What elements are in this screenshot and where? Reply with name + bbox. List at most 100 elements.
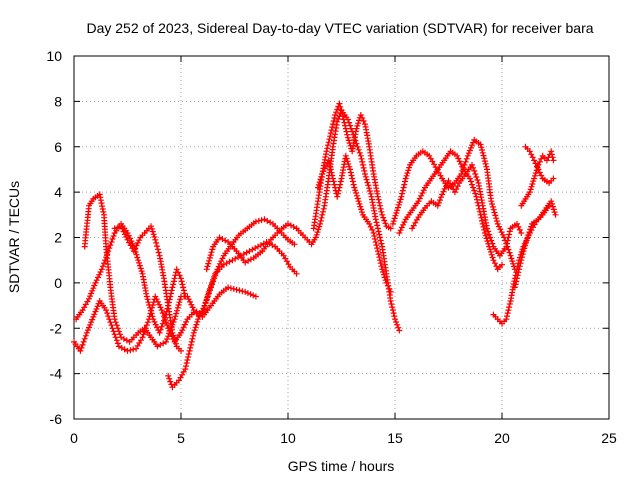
data-point [377, 205, 384, 212]
data-point [480, 223, 487, 230]
data-point [137, 265, 144, 272]
y-axis-label: SDTVAR / TECUs [6, 181, 22, 293]
data-point [356, 149, 363, 156]
data-point [121, 231, 128, 238]
data-point [348, 125, 355, 132]
data-point [392, 212, 399, 219]
data-point [405, 167, 412, 174]
data-point [105, 248, 112, 255]
data-point [493, 263, 500, 270]
data-point [318, 173, 325, 180]
data-point [195, 316, 202, 323]
data-point [150, 231, 157, 238]
data-point [456, 158, 463, 165]
data-point [133, 242, 140, 249]
data-point [209, 246, 216, 253]
data-point [320, 205, 327, 212]
data-point [178, 329, 184, 336]
data-point [216, 260, 223, 267]
data-point [492, 212, 499, 219]
data-point [472, 171, 479, 177]
data-point [171, 316, 178, 323]
data-point [149, 228, 156, 235]
data-point [106, 316, 113, 323]
data-point [324, 142, 331, 149]
data-point [233, 286, 240, 293]
data-point [551, 209, 558, 216]
data-point [355, 146, 362, 153]
data-point [394, 321, 401, 328]
data-point [380, 269, 386, 275]
data-point [363, 176, 370, 183]
data-point [293, 270, 300, 277]
data-point [488, 237, 495, 244]
data-point [530, 178, 537, 185]
data-point [170, 278, 177, 285]
data-point [321, 165, 328, 172]
data-point [478, 144, 485, 151]
data-point [375, 228, 382, 235]
data-point [503, 316, 510, 323]
data-point [205, 260, 212, 267]
data-point [468, 178, 474, 185]
data-point [531, 157, 538, 164]
data-point [550, 175, 557, 182]
data-point [144, 296, 151, 303]
data-point [165, 333, 172, 340]
data-point [549, 154, 556, 161]
series-sat-b [81, 191, 300, 350]
data-point [208, 284, 214, 291]
data-point [134, 254, 141, 261]
data-point [86, 324, 92, 331]
data-point [399, 187, 406, 194]
data-point [355, 198, 362, 205]
data-point [391, 313, 398, 320]
data-point [333, 109, 340, 116]
data-point [455, 155, 462, 162]
data-point [153, 296, 160, 303]
data-point [504, 310, 511, 317]
data-point [190, 332, 197, 339]
data-point [367, 190, 374, 197]
grid-lines [74, 56, 609, 419]
data-point [518, 230, 525, 236]
data-point [373, 219, 380, 226]
y-tick-label: 2 [54, 230, 62, 246]
data-point [146, 302, 153, 308]
data-point [119, 225, 126, 232]
data-point [479, 220, 486, 227]
series-sat-n [518, 148, 557, 209]
chart-title: Day 252 of 2023, Sidereal Day-to-day VTE… [86, 20, 593, 36]
axis-ticks [73, 55, 610, 420]
data-point [396, 230, 403, 236]
data-point [77, 347, 84, 354]
data-point [320, 208, 326, 215]
data-point [110, 328, 117, 335]
data-point [317, 220, 324, 227]
data-point [206, 254, 213, 261]
data-point [528, 183, 535, 190]
data-point [175, 302, 182, 308]
data-point [360, 118, 367, 124]
data-point [345, 137, 352, 144]
data-point [366, 185, 373, 192]
data-point [342, 152, 349, 159]
data-point [372, 236, 378, 242]
data-point [152, 236, 159, 243]
data-point [526, 189, 533, 196]
data-point [96, 191, 103, 198]
data-point [98, 266, 105, 273]
data-point [329, 124, 336, 131]
data-point [400, 184, 407, 191]
data-point [481, 158, 488, 165]
data-point [164, 336, 171, 342]
data-point [420, 187, 427, 194]
data-point [505, 234, 512, 241]
data-point [328, 127, 335, 134]
series-sat-e [165, 216, 298, 391]
data-point [524, 234, 531, 241]
data-point [112, 319, 119, 326]
data-point [400, 221, 407, 228]
data-point [160, 317, 167, 324]
data-point [499, 261, 505, 268]
